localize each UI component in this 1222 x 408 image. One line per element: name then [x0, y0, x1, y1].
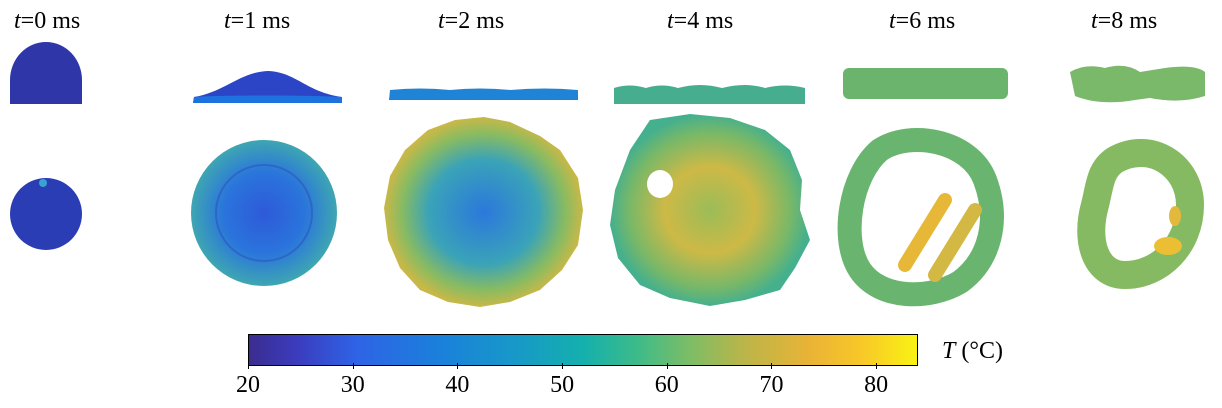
colorbar-tick-60: [666, 363, 668, 369]
colorbar-tick-80: [876, 363, 878, 369]
droplet-top-0ms: [10, 178, 82, 250]
colorbar: [248, 334, 918, 366]
colorbar-tick-label-30: 30: [340, 372, 365, 398]
colorbar-tick-30: [352, 363, 354, 369]
colorbar-tick-label-50: 50: [550, 372, 575, 398]
droplet-images: [10, 42, 1205, 307]
droplet-side-0ms: [10, 42, 82, 104]
droplet-side-8ms: [1070, 65, 1205, 103]
droplet-top-8ms: [1077, 139, 1205, 290]
droplet-side-1ms: [193, 71, 342, 103]
droplet-top-1ms: [191, 140, 337, 286]
droplet-top-4ms: [610, 114, 810, 306]
colorbar-tick-label-40: 40: [445, 372, 470, 398]
time-label-1: t=1 ms: [224, 8, 291, 34]
colorbar-tick-label-80: 80: [864, 372, 889, 398]
droplet-side-2ms: [389, 88, 578, 100]
colorbar-tick-label-70: 70: [759, 372, 784, 398]
time-label-8: t=8 ms: [1091, 8, 1158, 34]
colorbar-tick-50: [562, 363, 564, 369]
colorbar-tick-70: [771, 363, 773, 369]
colorbar-tick-40: [457, 363, 459, 369]
time-label-6: t=6 ms: [889, 8, 956, 34]
colorbar-tick-label-60: 60: [654, 372, 679, 398]
time-label-4: t=4 ms: [667, 8, 734, 34]
time-label-2: t=2 ms: [438, 8, 505, 34]
droplet-top-6ms: [837, 128, 1004, 307]
time-label-0: t=0 ms: [14, 8, 81, 34]
droplet-side-4ms: [614, 85, 805, 104]
droplet-side-6ms: [843, 68, 1008, 99]
colorbar-label: T (°C): [942, 338, 1003, 364]
colorbar-tick-label-20: 20: [236, 372, 260, 398]
droplet-top-2ms: [384, 117, 583, 307]
colorbar-tick-20: [248, 363, 249, 369]
